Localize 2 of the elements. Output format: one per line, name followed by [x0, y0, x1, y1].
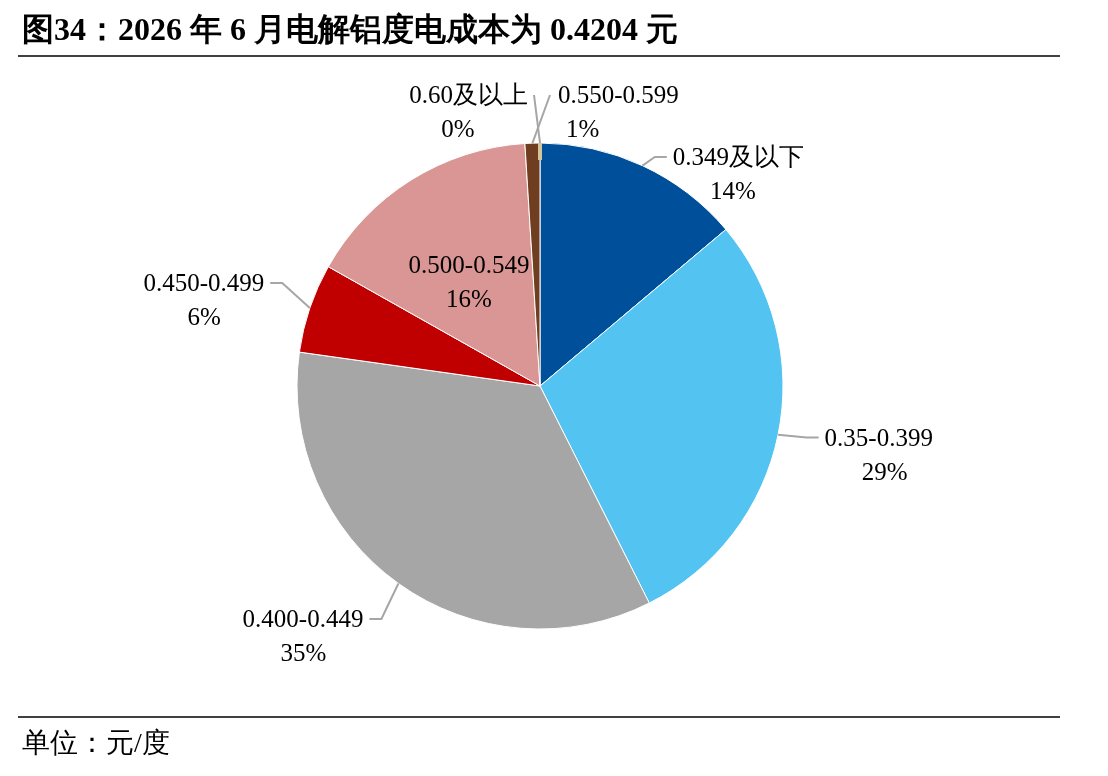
text: 单位：元/度	[22, 727, 170, 758]
chart-title: 图34：2026 年 6 月电解铝度电成本为 0.4204 元	[22, 11, 678, 47]
